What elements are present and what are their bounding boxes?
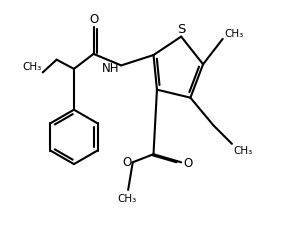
Text: CH₃: CH₃ (117, 193, 137, 203)
Text: O: O (183, 156, 192, 169)
Text: CH₃: CH₃ (233, 145, 252, 155)
Text: S: S (177, 23, 185, 36)
Text: CH₃: CH₃ (224, 29, 244, 39)
Text: NH: NH (102, 62, 119, 75)
Text: CH₃: CH₃ (22, 62, 42, 72)
Text: O: O (89, 13, 98, 26)
Text: O: O (122, 156, 132, 169)
